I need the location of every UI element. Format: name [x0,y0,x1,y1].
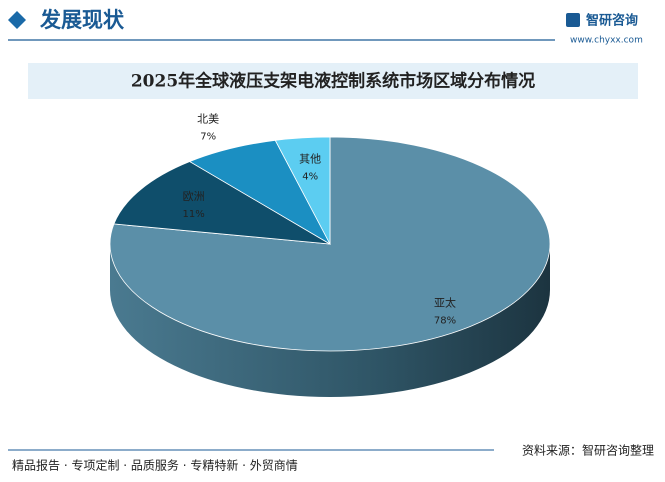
slice-value-label: 4% [302,172,318,183]
footer-services: 精品报告 · 专项定制 · 品质服务 · 专精特新 · 外贸商情 [12,458,298,473]
slice-label: 其他 [299,153,321,166]
slice [113,161,331,245]
header-title: 发展现状 [39,8,125,32]
footer-source: 资料来源：智研咨询整理 [522,443,654,458]
slice-label: 北美 [197,113,219,126]
logo-name: 智研咨询 [586,13,638,29]
logo: 智研咨询 www.chyxx.com [566,13,643,46]
pie: 亚太 78% 欧洲 11% 北美 7% 其他 4% [109,113,551,397]
slice-value-label: 78% [434,316,456,327]
title-band [28,63,638,99]
chart-title: 2025年全球液压支架电液控制系统市场区域分布情况 [131,71,535,92]
logo-url: www.chyxx.com [570,36,643,46]
slice [274,136,331,245]
slice-side [110,244,550,397]
slice-value-label: 7% [200,132,216,143]
slice-label: 欧洲 [183,190,205,203]
slice-value-label: 11% [183,209,205,220]
logo-icon [566,13,580,27]
header-icon [8,11,26,29]
slice-label: 亚太 [434,297,456,310]
